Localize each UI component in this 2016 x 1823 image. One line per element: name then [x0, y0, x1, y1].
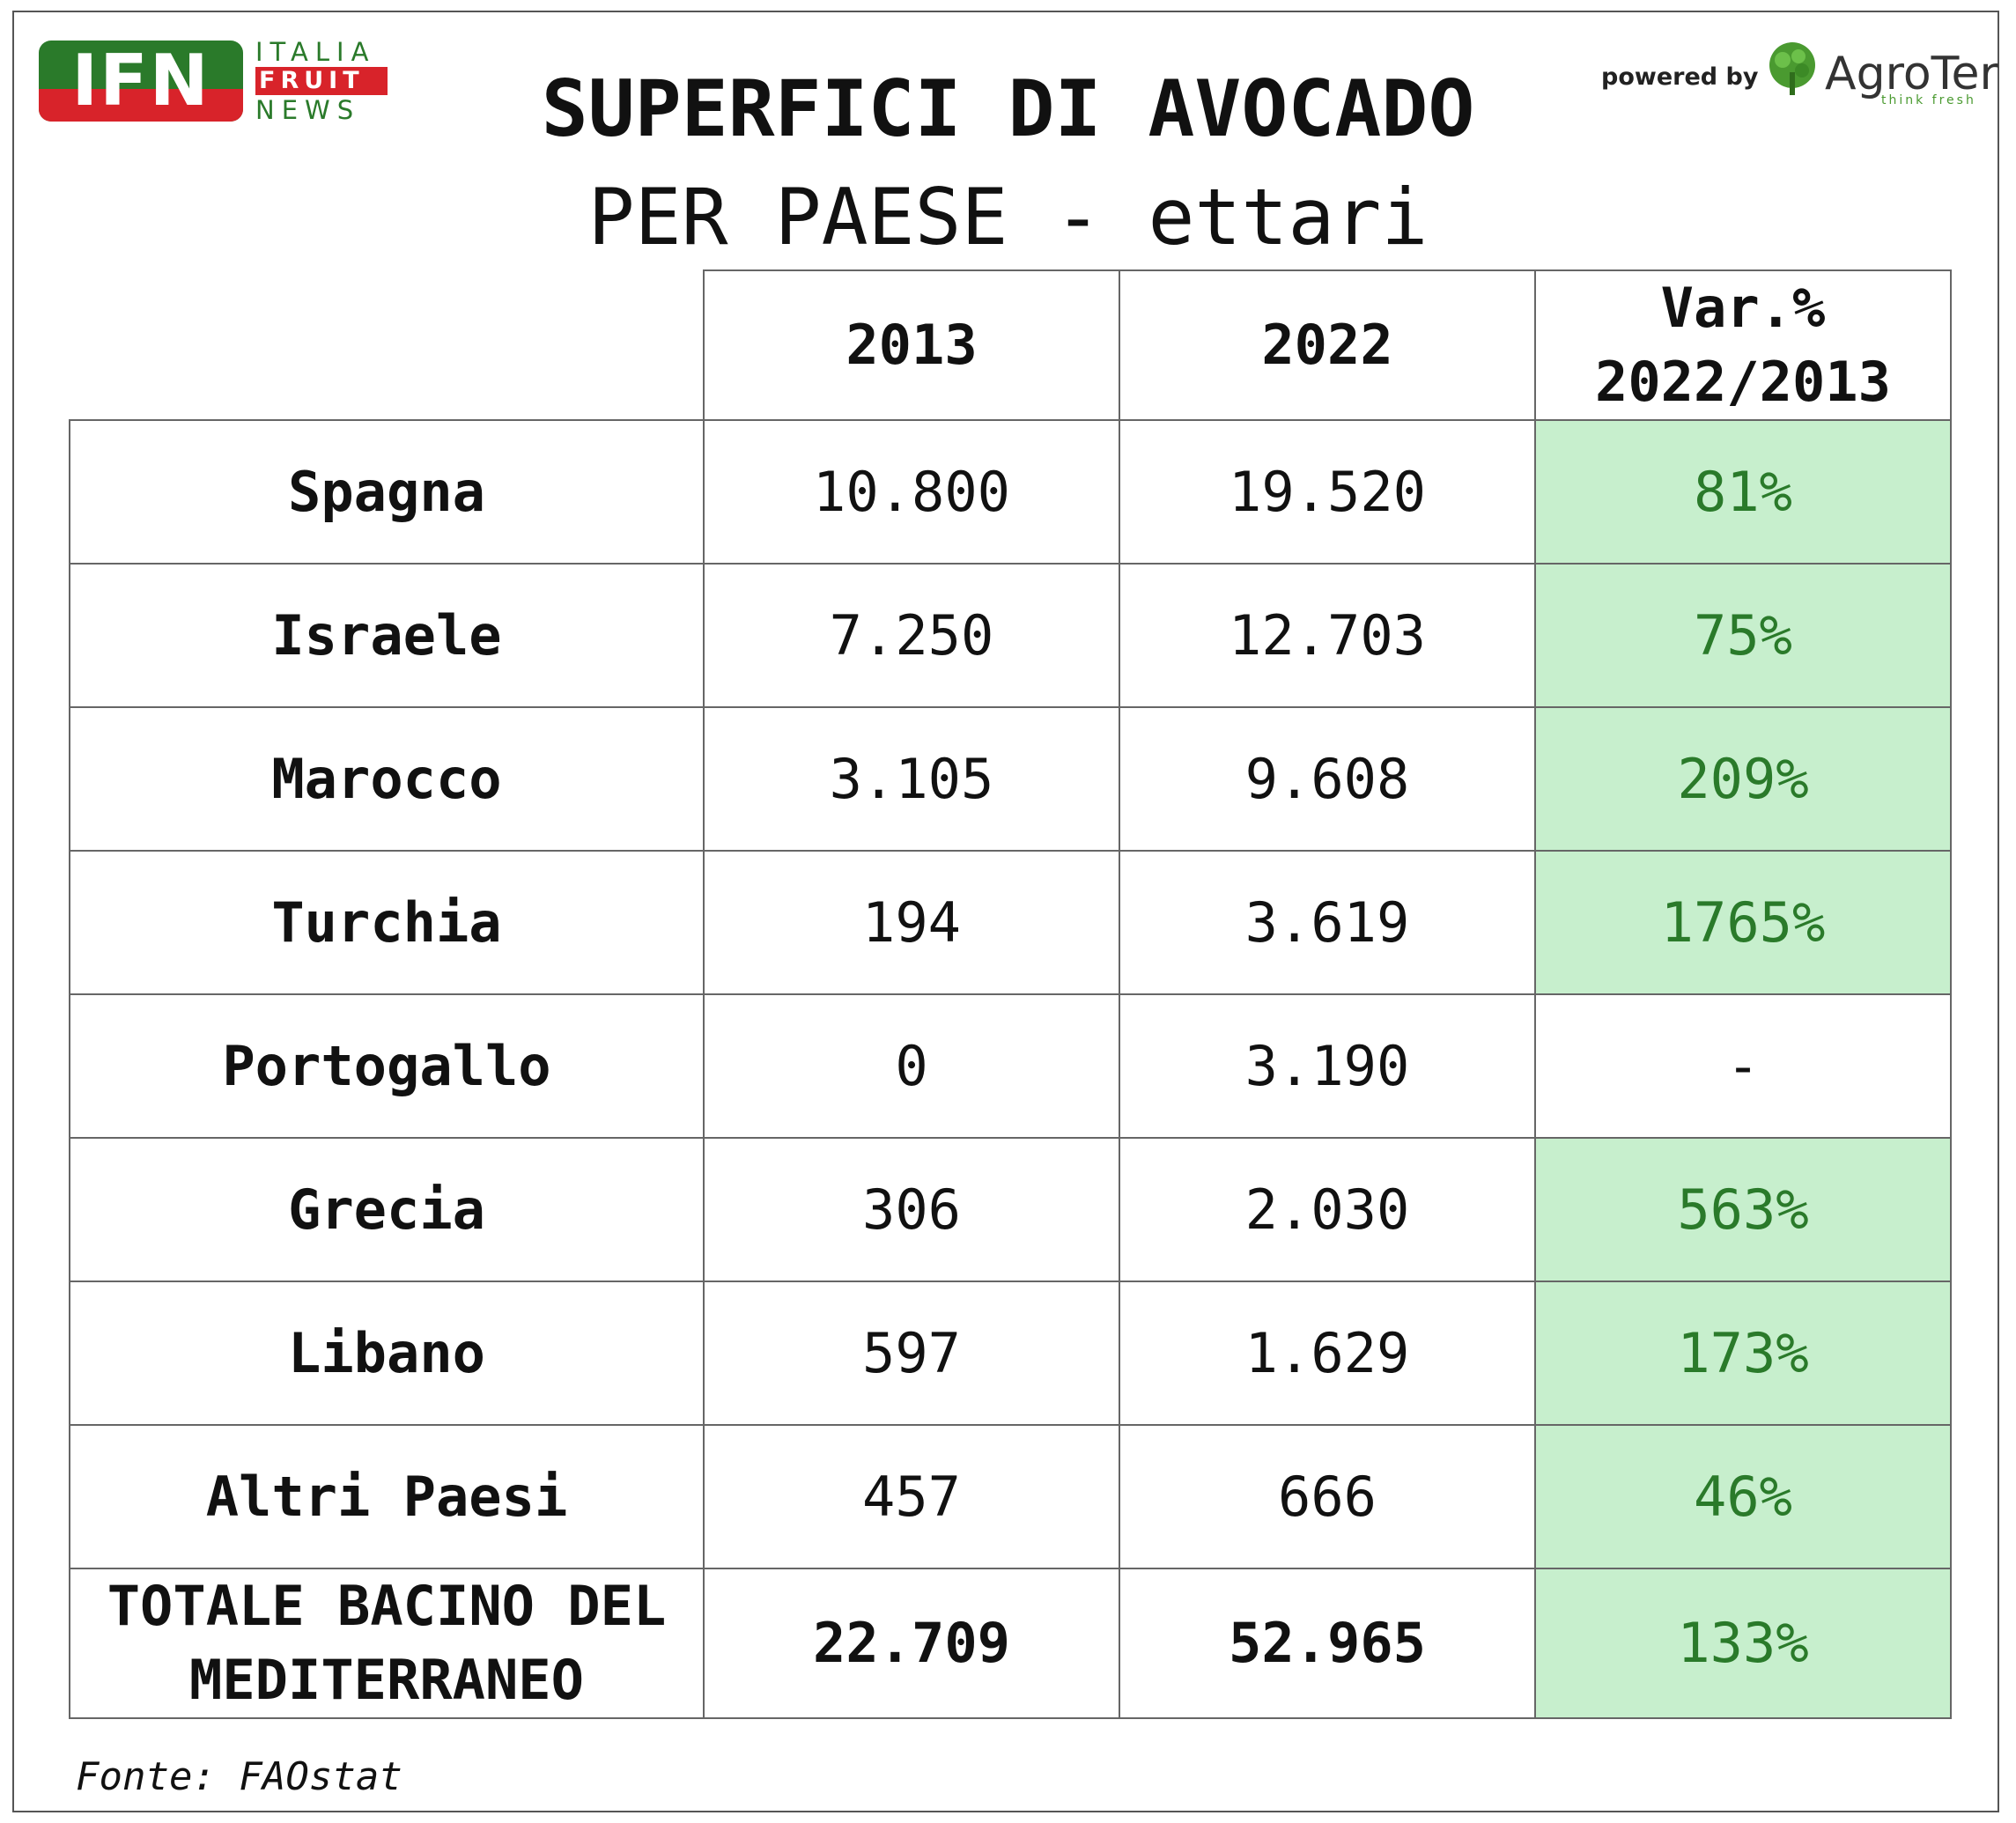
value-2013-cell: 306	[703, 1137, 1120, 1282]
total-label-line2: MEDITERRANEO	[189, 1648, 584, 1712]
total-2022: 52.965	[1119, 1568, 1536, 1719]
header-variation-line2: 2022/2013	[1595, 350, 1891, 414]
chart-subtitle: PER PAESE - ettari	[587, 172, 1429, 262]
total-2013: 22.709	[703, 1568, 1120, 1719]
country-cell: Grecia	[69, 1137, 705, 1282]
value-2022-cell: 2.030	[1119, 1137, 1536, 1282]
table-row: Altri Paesi 457 666 46%	[69, 1424, 1952, 1569]
value-2022-cell: 3.619	[1119, 850, 1536, 995]
header-2013: 2013	[703, 269, 1120, 421]
total-row: TOTALE BACINO DEL MEDITERRANEO 22.709 52…	[69, 1568, 1952, 1719]
header-2022: 2022	[1119, 269, 1536, 421]
value-2022-cell: 3.190	[1119, 993, 1536, 1139]
ifn-logo-word-news: NEWS	[255, 95, 361, 125]
ifn-logo-words: ITALIA FRUIT NEWS	[255, 37, 388, 125]
value-2013-cell: 7.250	[703, 563, 1120, 708]
table-row: Israele 7.250 12.703 75%	[69, 563, 1952, 708]
value-2013-cell: 457	[703, 1424, 1120, 1569]
country-cell: Altri Paesi	[69, 1424, 705, 1569]
source-note: Fonte: FAOstat	[76, 1754, 402, 1799]
value-2013-cell: 3.105	[703, 706, 1120, 852]
variation-cell: 1765%	[1534, 850, 1952, 995]
value-2022-cell: 12.703	[1119, 563, 1536, 708]
value-2022-cell: 19.520	[1119, 419, 1536, 565]
variation-cell: 173%	[1534, 1281, 1952, 1426]
value-2022-cell: 9.608	[1119, 706, 1536, 852]
value-2022-cell: 666	[1119, 1424, 1536, 1569]
header-variation: Var.% 2022/2013	[1534, 269, 1952, 421]
country-cell: Israele	[69, 563, 705, 708]
value-2013-cell: 0	[703, 993, 1120, 1139]
country-cell: Libano	[69, 1281, 705, 1426]
ifn-logo-mark: IFN	[39, 41, 243, 122]
agroter-name: AgroTer	[1825, 48, 1998, 100]
data-table: 2013 2022 Var.% 2022/2013 Spagna 10.800 19…	[69, 269, 1952, 1719]
variation-cell: 209%	[1534, 706, 1952, 852]
value-2013-cell: 10.800	[703, 419, 1120, 565]
total-label-line1: TOTALE BACINO DEL	[107, 1574, 667, 1638]
country-cell: Spagna	[69, 419, 705, 565]
variation-cell: 81%	[1534, 419, 1952, 565]
powered-by-label: powered by	[1601, 63, 1759, 91]
total-variation: 133%	[1534, 1568, 1952, 1719]
value-2022-cell: 1.629	[1119, 1281, 1536, 1426]
header-variation-line1: Var.%	[1660, 276, 1826, 340]
country-cell: Turchia	[69, 850, 705, 995]
table-row: Spagna 10.800 19.520 81%	[69, 419, 1952, 565]
variation-cell: 46%	[1534, 1424, 1952, 1569]
table-row: Grecia 306 2.030 563%	[69, 1137, 1952, 1282]
table-row: Portogallo 0 3.190-	[69, 993, 1952, 1139]
ifn-logo-word-fruit: FRUIT	[255, 67, 388, 95]
ifn-logo-word-italia: ITALIA	[255, 37, 376, 67]
variation-cell: -	[1534, 993, 1952, 1139]
agroter-tagline: think fresh	[1881, 93, 1976, 107]
agroter-tree-icon	[1769, 42, 1815, 95]
ifn-logo: IFN ITALIA FRUIT NEWS	[39, 37, 388, 125]
total-label: TOTALE BACINO DEL MEDITERRANEO	[69, 1568, 705, 1719]
variation-cell: 563%	[1534, 1137, 1952, 1282]
value-2013-cell: 194	[703, 850, 1120, 995]
ifn-logo-letters: IFN	[71, 41, 210, 122]
chart-title: SUPERFICI DI AVOCADO	[541, 63, 1475, 154]
header-blank	[70, 270, 704, 420]
variation-cell: 75%	[1534, 563, 1952, 708]
table-row: Libano 597 1.629 173%	[69, 1281, 1952, 1426]
table-row: Marocco 3.105 9.608 209%	[69, 706, 1952, 852]
table-row: Turchia 194 3.619 1765%	[69, 850, 1952, 995]
country-cell: Portogallo	[69, 993, 705, 1139]
value-2013-cell: 597	[703, 1281, 1120, 1426]
country-cell: Marocco	[69, 706, 705, 852]
